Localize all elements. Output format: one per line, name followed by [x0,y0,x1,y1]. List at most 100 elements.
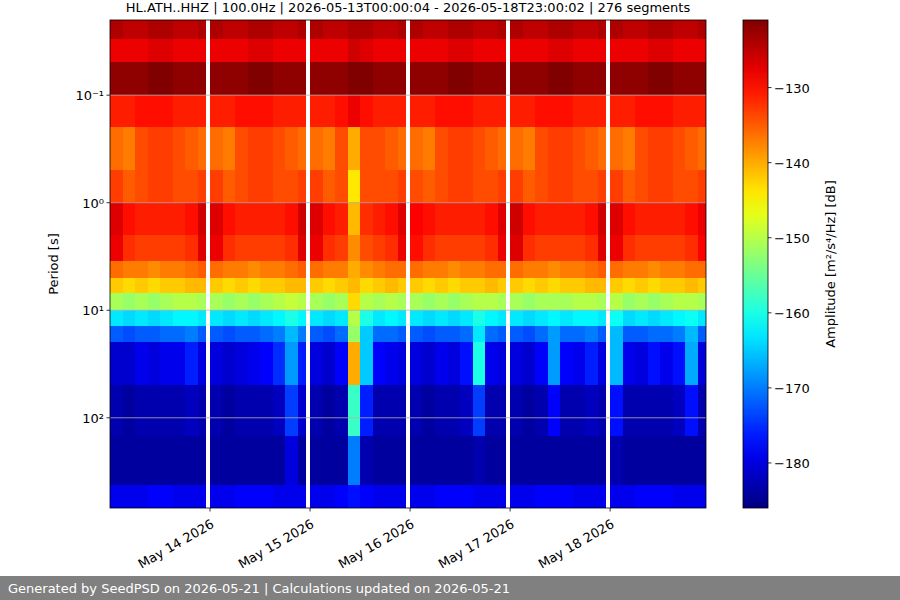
cell [535,202,548,235]
cell [523,62,536,95]
cell [448,293,461,310]
cell [410,342,423,385]
cell [173,170,186,203]
cell [410,310,423,326]
cell [473,95,486,128]
frame [110,20,706,508]
cell [385,261,398,278]
cell [473,310,486,326]
cell [260,39,273,63]
cell [448,436,461,485]
cell [110,127,123,170]
cell [535,485,548,508]
cell [485,342,498,385]
cell [473,235,486,262]
cell [598,326,607,343]
cell [610,326,623,343]
cell [398,170,407,203]
x-tick [410,508,411,512]
cell [423,436,436,485]
cell [485,436,498,485]
cell [535,261,548,278]
cell [173,235,186,262]
cell [673,235,686,262]
cell [260,278,273,294]
cell [135,62,148,95]
cell [648,293,661,310]
cell [523,326,536,343]
cell [610,127,623,170]
cell [635,385,648,437]
cell [285,485,298,508]
cell [498,127,507,170]
cells [110,20,706,508]
cell [123,127,136,170]
cell [423,235,436,262]
cell [348,261,361,278]
cell [298,436,307,485]
cell [598,485,607,508]
cell [435,385,448,437]
cell [485,278,498,294]
cell [248,202,261,235]
cell [548,20,561,39]
cell [460,485,473,508]
cell [523,278,536,294]
cell [435,342,448,385]
cell [673,310,686,326]
cell [573,436,586,485]
cell [285,170,298,203]
cell [185,127,198,170]
cell [610,310,623,326]
cell [448,39,461,63]
cell [335,278,348,294]
cell [385,278,398,294]
cell [110,235,123,262]
cell [185,170,198,203]
cell [698,39,706,63]
cell [385,20,398,39]
cell [498,310,507,326]
cell [110,39,123,63]
cell [610,485,623,508]
cell [498,20,507,39]
cell [610,95,623,128]
cell [173,202,186,235]
cell [260,20,273,39]
cell [335,436,348,485]
cell [610,278,623,294]
cell [385,170,398,203]
cell [598,261,607,278]
cell [610,385,623,437]
cell [610,20,623,39]
cell [248,20,261,39]
cell [373,62,386,95]
cell [598,342,607,385]
cell [148,20,161,39]
cell [398,342,407,385]
cell [448,310,461,326]
cell [260,95,273,128]
grid-line [110,310,706,311]
cell [348,95,361,128]
cell [398,278,407,294]
cell [685,127,698,170]
cell [498,326,507,343]
cell [210,62,223,95]
cell [398,436,407,485]
cell [585,385,598,437]
cell [160,127,173,170]
cell [435,20,448,39]
cell [310,39,323,63]
cell [648,436,661,485]
cell [235,20,248,39]
cell [348,62,361,95]
cell [173,62,186,95]
cell [435,261,448,278]
y-tick-label: 10² [82,411,104,426]
cell [435,127,448,170]
cell [273,278,286,294]
cell [235,385,248,437]
cell [298,293,307,310]
cell [310,310,323,326]
